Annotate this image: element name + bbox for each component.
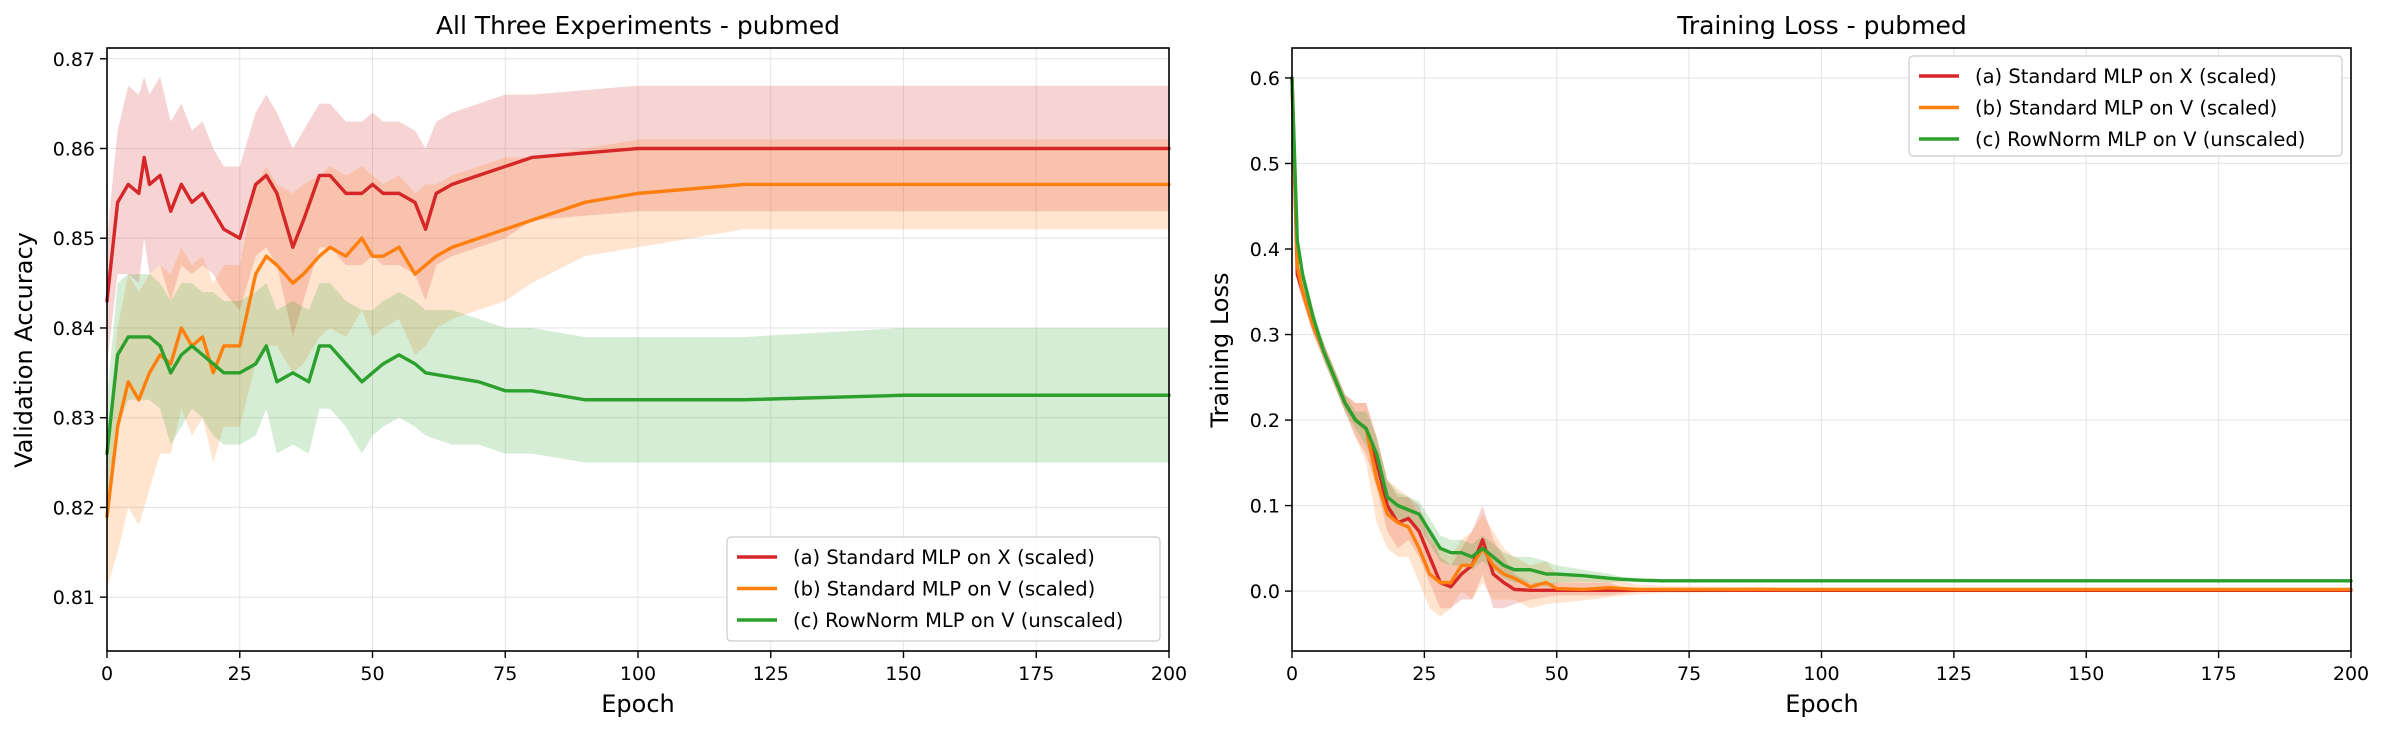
- x-tick-label: 25: [1412, 663, 1436, 685]
- legend-label-b: (b) Standard MLP on V (scaled): [793, 578, 1095, 601]
- loss-y-ticks: 0.0 0.1 0.2 0.3 0.4 0.5 0.6: [1250, 68, 1292, 603]
- loss-chart-panel: Training Loss - pubmed 0 25 50 75 100 125 150 1…: [1206, 11, 2369, 718]
- x-tick-label: 125: [753, 663, 789, 685]
- x-tick-label: 200: [1151, 663, 1187, 685]
- series-b-std-band: [107, 139, 1169, 589]
- legend-label-b: (b) Standard MLP on V (scaled): [1975, 97, 2277, 120]
- x-tick-label: 150: [2068, 663, 2104, 685]
- y-tick-label: 0.82: [53, 497, 95, 519]
- x-tick-label: 100: [1803, 663, 1839, 685]
- loss-y-axis-label: Training Loss: [1206, 273, 1234, 429]
- loss-x-ticks: 0 25 50 75 100 125 150 175 200: [1286, 651, 2369, 685]
- loss-chart-title: Training Loss - pubmed: [1676, 11, 1967, 40]
- y-tick-label: 0.81: [53, 587, 95, 609]
- x-tick-label: 0: [1286, 663, 1298, 685]
- y-tick-label: 0.85: [53, 228, 95, 250]
- legend-box: [726, 536, 1161, 642]
- series-c-line: [1290, 76, 2353, 583]
- x-tick-label: 50: [1545, 663, 1569, 685]
- y-tick-label: 0.5: [1250, 153, 1280, 175]
- y-tick-label: 0.83: [53, 408, 95, 430]
- accuracy-series-lines: [105, 146, 1171, 519]
- y-tick-label: 0.1: [1250, 496, 1280, 518]
- loss-series-lines: [1290, 76, 2353, 592]
- x-tick-label: 75: [1677, 663, 1701, 685]
- accuracy-chart-panel: All Three Experiments - pubmed 0 25 50 75 10…: [10, 11, 1187, 718]
- loss-x-axis-label: Epoch: [1785, 690, 1859, 718]
- x-tick-label: 125: [1936, 663, 1972, 685]
- x-tick-label: 25: [228, 663, 252, 685]
- x-tick-label: 50: [360, 663, 384, 685]
- accuracy-y-ticks: 0.81 0.82 0.83 0.84 0.85 0.86 0.87: [53, 49, 107, 609]
- x-tick-label: 75: [493, 663, 517, 685]
- y-tick-label: 0.4: [1250, 239, 1280, 261]
- x-tick-label: 175: [1018, 663, 1054, 685]
- y-tick-label: 0.3: [1250, 325, 1280, 347]
- accuracy-x-ticks: 0 25 50 75 100 125 150 175 200: [101, 651, 1187, 685]
- y-tick-label: 0.0: [1250, 581, 1280, 603]
- legend-box: [1908, 55, 2343, 157]
- loss-legend: (a) Standard MLP on X (scaled) (b) Standa…: [1908, 55, 2343, 157]
- accuracy-chart-title: All Three Experiments - pubmed: [436, 11, 840, 40]
- legend-label-c: (c) RowNorm MLP on V (unscaled): [793, 609, 1123, 632]
- series-c-line: [105, 335, 1171, 456]
- x-tick-label: 150: [885, 663, 921, 685]
- accuracy-legend: (a) Standard MLP on X (scaled) (b) Standa…: [726, 536, 1161, 642]
- series-c-std-band: [107, 274, 1169, 508]
- accuracy-x-axis-label: Epoch: [601, 690, 675, 718]
- y-tick-label: 0.86: [53, 139, 95, 161]
- x-tick-label: 200: [2333, 663, 2369, 685]
- series-a-line: [105, 146, 1171, 303]
- x-tick-label: 0: [101, 663, 113, 685]
- y-tick-label: 0.6: [1250, 68, 1280, 90]
- legend-label-c: (c) RowNorm MLP on V (unscaled): [1975, 128, 2305, 151]
- x-tick-label: 175: [2200, 663, 2236, 685]
- series-b-line: [105, 182, 1171, 519]
- legend-label-a: (a) Standard MLP on X (scaled): [793, 546, 1095, 569]
- legend-label-a: (a) Standard MLP on X (scaled): [1975, 65, 2277, 88]
- y-tick-label: 0.84: [53, 318, 95, 340]
- x-tick-label: 100: [620, 663, 656, 685]
- y-tick-label: 0.2: [1250, 410, 1280, 432]
- accuracy-y-axis-label: Validation Accuracy: [10, 232, 38, 468]
- y-tick-label: 0.87: [53, 49, 95, 71]
